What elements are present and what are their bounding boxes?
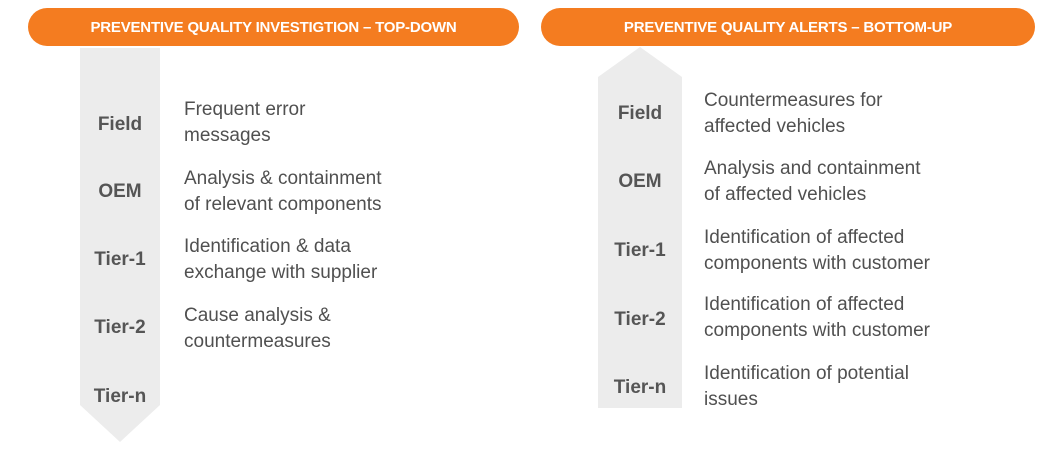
tier-description: Frequent error messages: [184, 97, 305, 149]
tier-description: Identification of affected components wit…: [704, 292, 930, 344]
tier-description: Identification & data exchange with suppl…: [184, 234, 377, 286]
tier-description-line: Identification of affected: [704, 294, 905, 315]
tier-label-tier-n: Tier-n: [93, 386, 147, 407]
tier-description-line: components with customer: [704, 320, 930, 341]
tier-label-field: Field: [617, 103, 663, 124]
tier-description-line: issues: [704, 389, 758, 410]
tier-label-tier-2: Tier-2: [614, 309, 666, 330]
tier-description-line: of relevant components: [184, 194, 382, 215]
tier-description-line: Countermeasures for: [704, 90, 883, 111]
tier-description-line: Analysis and containment: [704, 158, 921, 179]
tier-description-line: components with customer: [704, 253, 930, 274]
tier-label-oem: OEM: [98, 181, 142, 202]
tier-label-tier-1: Tier-1: [614, 240, 666, 261]
tier-description: Identification of potential issues: [704, 361, 909, 413]
tier-description-line: Analysis & containment: [184, 168, 382, 189]
left-panel-title: PREVENTIVE QUALITY INVESTIGTION – TOP-DO…: [28, 8, 519, 46]
tier-description: Cause analysis & countermeasures: [184, 303, 331, 355]
tier-label-tier-1: Tier-1: [94, 249, 146, 270]
tier-description-line: exchange with supplier: [184, 262, 378, 283]
tier-description: Identification of affected components wit…: [704, 225, 930, 277]
tier-description-line: Cause analysis &: [184, 305, 331, 326]
tier-description: Countermeasures for affected vehicles: [704, 88, 882, 140]
tier-label-tier-n: Tier-n: [613, 377, 667, 398]
tier-description: Analysis and containment of affected vehi…: [704, 156, 921, 208]
tier-description-line: of affected vehicles: [704, 184, 867, 205]
tier-description-line: Identification of potential: [704, 363, 909, 384]
tier-description-line: countermeasures: [184, 331, 331, 352]
tier-label-field: Field: [97, 114, 143, 135]
tier-description-line: affected vehicles: [704, 116, 846, 137]
tier-description-line: Identification of affected: [704, 227, 905, 248]
tier-label-tier-2: Tier-2: [94, 317, 146, 338]
bottom-up-arrow: [598, 47, 682, 408]
tier-label-oem: OEM: [618, 171, 662, 192]
tier-description-line: Identification & data: [184, 236, 351, 257]
right-panel-title: PREVENTIVE QUALITY ALERTS – BOTTOM-UP: [541, 8, 1035, 46]
tier-description-line: messages: [184, 125, 271, 146]
top-down-arrow: [80, 48, 160, 442]
tier-description-line: Frequent error: [184, 99, 306, 120]
tier-description: Analysis & containment of relevant compon…: [184, 166, 382, 218]
